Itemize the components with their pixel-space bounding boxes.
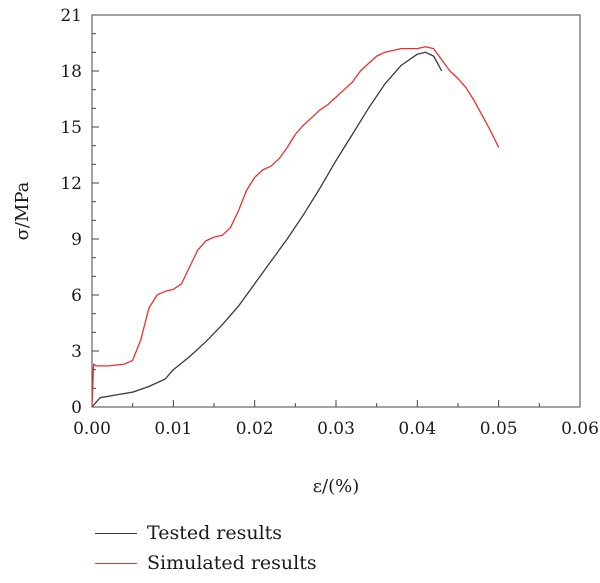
y-tick-label: 18 xyxy=(60,62,82,82)
x-tick-label: 0.05 xyxy=(480,419,518,439)
x-tick-label: 0.00 xyxy=(73,419,111,439)
legend-item-simulated: Simulated results xyxy=(95,548,317,578)
x-axis-title: ε/(%) xyxy=(313,476,360,497)
y-tick-label: 3 xyxy=(71,342,82,362)
y-tick-label: 9 xyxy=(71,230,82,250)
lines-layer xyxy=(91,46,500,408)
legend-item-tested: Tested results xyxy=(95,518,317,548)
legend-swatch-simulated xyxy=(95,562,137,564)
legend-label-tested: Tested results xyxy=(147,522,283,544)
y-tick-label: 0 xyxy=(71,398,82,418)
legend-label-simulated: Simulated results xyxy=(147,552,317,574)
legend: Tested results Simulated results xyxy=(95,518,317,578)
x-tick-label: 0.02 xyxy=(236,419,274,439)
y-tick-label: 12 xyxy=(60,174,82,194)
x-tick-label: 0.03 xyxy=(317,419,355,439)
y-tick-label: 21 xyxy=(60,6,82,26)
plot-frame xyxy=(91,14,581,408)
y-axis-title: σ/MPa xyxy=(12,181,33,240)
legend-swatch-tested xyxy=(95,532,137,534)
ticks-layer: 0.00 0.01 0.02 0.03 0.04 0.05 0.06 0 3 6 9 12 15 18 21 xyxy=(60,6,599,439)
y-tick-label: 6 xyxy=(71,286,82,306)
x-tick-label: 0.06 xyxy=(561,419,599,439)
simulated-results-line xyxy=(91,46,500,408)
x-tick-label: 0.01 xyxy=(154,419,192,439)
tested-results-line xyxy=(91,51,443,408)
y-tick-label: 15 xyxy=(60,118,82,138)
x-tick-label: 0.04 xyxy=(398,419,436,439)
